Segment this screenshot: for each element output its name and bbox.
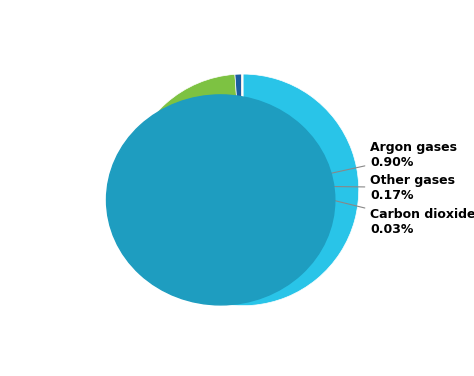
Text: Carbon dioxide
0.03%: Carbon dioxide 0.03%: [327, 199, 474, 236]
Text: Oxygen
20.9%: Oxygen 20.9%: [172, 130, 237, 163]
Text: Other gases
0.17%: Other gases 0.17%: [327, 174, 456, 202]
Wedge shape: [127, 74, 359, 306]
Wedge shape: [241, 74, 243, 190]
Text: Argon gases
0.90%: Argon gases 0.90%: [327, 141, 457, 174]
Text: Nitrogen
78%: Nitrogen 78%: [226, 203, 301, 237]
Ellipse shape: [107, 95, 335, 305]
Wedge shape: [235, 74, 243, 190]
Wedge shape: [129, 74, 243, 190]
